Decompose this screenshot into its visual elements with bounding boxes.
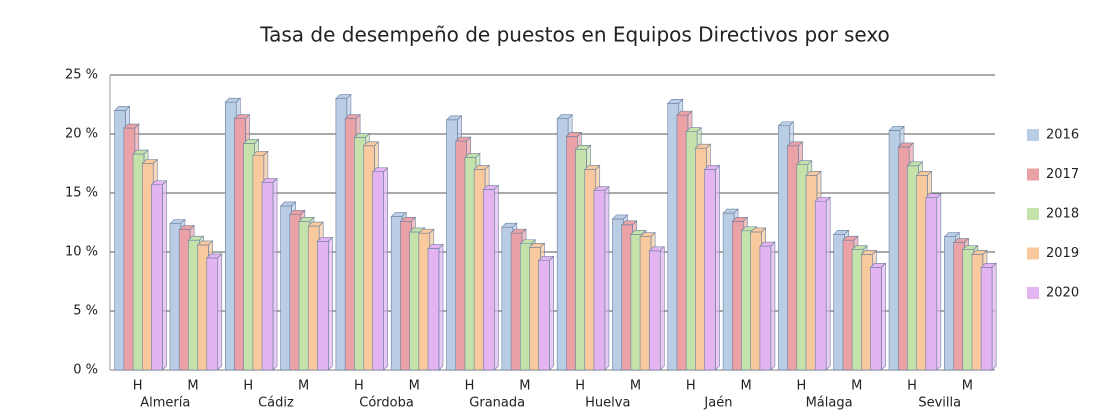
legend-swatch	[1027, 247, 1039, 260]
bar	[593, 190, 606, 371]
legend-swatch	[1027, 129, 1039, 141]
bar-side	[217, 253, 223, 371]
bar	[980, 267, 993, 371]
legend-swatch	[1027, 287, 1039, 299]
bar-side	[162, 180, 167, 371]
x-group-label: Sevilla	[918, 396, 961, 411]
bar	[427, 248, 440, 371]
x-tick-label: M	[298, 379, 309, 394]
legend-swatch	[1027, 168, 1039, 181]
bar	[151, 184, 163, 371]
bar-side	[991, 262, 997, 371]
bar	[538, 259, 550, 371]
legend-label: 2019	[1046, 246, 1079, 261]
bar-side	[328, 236, 333, 371]
bar-side	[881, 262, 886, 371]
bar-side	[604, 185, 610, 371]
x-tick-label: H	[465, 379, 475, 394]
x-tick-label: H	[797, 379, 807, 394]
x-tick-label: H	[907, 379, 917, 394]
bar-side	[438, 243, 444, 371]
bar	[759, 245, 772, 371]
chart-title: Tasa de desempeño de puestos en Equipos …	[259, 23, 890, 47]
y-tick-label: 10 %	[65, 245, 98, 260]
x-group-label: Jaén	[703, 396, 732, 411]
bar-side	[659, 246, 665, 371]
bar-side	[770, 241, 776, 371]
x-tick-label: M	[851, 379, 862, 394]
bar	[870, 267, 882, 371]
x-group-label: Córdoba	[359, 396, 414, 411]
bar-side	[936, 192, 942, 371]
legend-label: 2020	[1046, 286, 1079, 301]
bar	[261, 182, 274, 371]
bar	[648, 250, 661, 371]
x-group-label: Huelva	[585, 396, 630, 411]
y-tick-label: 20 %	[65, 127, 98, 142]
bar	[317, 241, 329, 371]
bar-side	[383, 167, 389, 371]
bar-side	[272, 177, 278, 371]
y-tick-label: 5 %	[73, 304, 98, 319]
bar-side	[715, 164, 720, 371]
x-group-label: Cádiz	[258, 396, 294, 411]
legend-label: 2016	[1046, 128, 1079, 143]
bar	[814, 200, 827, 371]
x-group-label: Granada	[469, 396, 525, 411]
legend-label: 2018	[1046, 207, 1079, 222]
x-tick-label: H	[686, 379, 696, 394]
x-tick-label: H	[243, 379, 253, 394]
legend-label: 2017	[1046, 167, 1079, 182]
y-tick-label: 0 %	[73, 363, 98, 378]
bar-side	[549, 255, 554, 371]
x-group-label: Málaga	[806, 396, 853, 411]
x-tick-label: M	[962, 379, 973, 394]
x-tick-label: H	[133, 379, 143, 394]
x-tick-label: M	[187, 379, 198, 394]
x-tick-label: M	[409, 379, 420, 394]
x-tick-label: H	[354, 379, 364, 394]
bar	[483, 189, 495, 371]
y-tick-label: 25 %	[65, 68, 98, 83]
y-tick-label: 15 %	[65, 186, 98, 201]
bar	[372, 171, 385, 371]
x-tick-label: H	[575, 379, 585, 394]
legend-swatch	[1027, 208, 1039, 220]
x-tick-label: M	[740, 379, 751, 394]
bar-side	[494, 184, 499, 371]
bar-side	[825, 196, 831, 371]
x-group-label: Almería	[140, 396, 190, 411]
bar	[925, 197, 938, 371]
bar	[704, 169, 716, 371]
bar	[206, 257, 219, 371]
x-tick-label: M	[630, 379, 641, 394]
x-tick-label: M	[519, 379, 530, 394]
